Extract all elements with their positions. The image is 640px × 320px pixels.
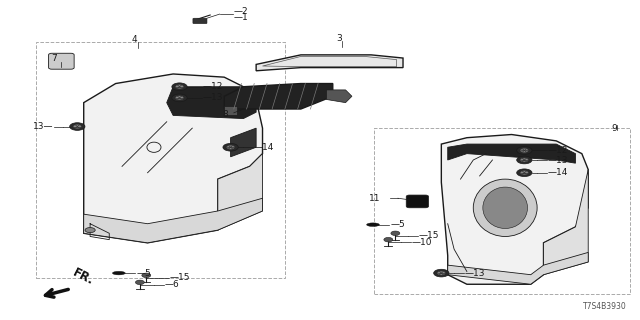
Text: —10: —10 bbox=[412, 238, 432, 247]
Text: 9: 9 bbox=[611, 124, 616, 132]
Text: —14: —14 bbox=[547, 168, 568, 177]
Circle shape bbox=[85, 228, 95, 233]
Ellipse shape bbox=[367, 223, 380, 227]
Circle shape bbox=[520, 158, 528, 162]
Circle shape bbox=[391, 231, 400, 236]
Circle shape bbox=[438, 271, 445, 275]
Circle shape bbox=[172, 94, 187, 102]
Text: —15: —15 bbox=[170, 273, 190, 282]
Polygon shape bbox=[224, 84, 333, 109]
Circle shape bbox=[434, 269, 449, 277]
Circle shape bbox=[516, 156, 532, 164]
Text: 3: 3 bbox=[336, 34, 342, 43]
Circle shape bbox=[175, 85, 183, 89]
Polygon shape bbox=[448, 252, 588, 284]
Text: —5: —5 bbox=[136, 268, 151, 278]
Text: 13—: 13— bbox=[33, 122, 53, 131]
Circle shape bbox=[384, 237, 393, 242]
Polygon shape bbox=[256, 55, 403, 71]
Polygon shape bbox=[326, 90, 352, 103]
Polygon shape bbox=[84, 198, 262, 243]
Polygon shape bbox=[543, 170, 588, 275]
Polygon shape bbox=[224, 106, 237, 116]
FancyBboxPatch shape bbox=[406, 195, 429, 208]
Circle shape bbox=[136, 280, 145, 284]
Text: —1: —1 bbox=[234, 13, 248, 22]
Circle shape bbox=[74, 124, 81, 128]
Circle shape bbox=[70, 123, 85, 130]
Circle shape bbox=[175, 96, 183, 100]
Text: —13: —13 bbox=[465, 268, 485, 278]
Text: 11: 11 bbox=[369, 194, 381, 203]
Text: —13: —13 bbox=[202, 93, 223, 102]
Circle shape bbox=[516, 147, 532, 154]
Text: —5: —5 bbox=[390, 220, 405, 229]
FancyBboxPatch shape bbox=[193, 18, 207, 24]
Polygon shape bbox=[218, 154, 262, 230]
Circle shape bbox=[516, 169, 532, 177]
Text: T7S4B3930: T7S4B3930 bbox=[583, 302, 627, 311]
Circle shape bbox=[223, 143, 238, 151]
Circle shape bbox=[227, 145, 234, 149]
Polygon shape bbox=[448, 144, 575, 163]
Polygon shape bbox=[84, 74, 262, 243]
FancyBboxPatch shape bbox=[49, 53, 74, 69]
Text: —12: —12 bbox=[547, 146, 568, 155]
Text: —14: —14 bbox=[253, 143, 274, 152]
Polygon shape bbox=[230, 128, 256, 157]
Circle shape bbox=[172, 83, 187, 91]
Text: —6: —6 bbox=[164, 280, 179, 289]
Text: —13: —13 bbox=[547, 156, 568, 164]
Text: 7: 7 bbox=[51, 53, 56, 62]
Text: —12: —12 bbox=[202, 82, 223, 91]
Ellipse shape bbox=[483, 187, 527, 228]
Circle shape bbox=[142, 273, 151, 277]
Text: 4: 4 bbox=[132, 35, 138, 44]
Ellipse shape bbox=[473, 179, 537, 236]
Text: —15: —15 bbox=[419, 231, 439, 240]
Text: 8: 8 bbox=[223, 110, 228, 119]
Circle shape bbox=[520, 171, 528, 175]
Ellipse shape bbox=[113, 271, 125, 275]
Text: FR.: FR. bbox=[71, 266, 97, 287]
Polygon shape bbox=[167, 87, 256, 119]
Circle shape bbox=[520, 148, 528, 152]
Polygon shape bbox=[442, 134, 588, 284]
Text: —2: —2 bbox=[234, 7, 248, 16]
